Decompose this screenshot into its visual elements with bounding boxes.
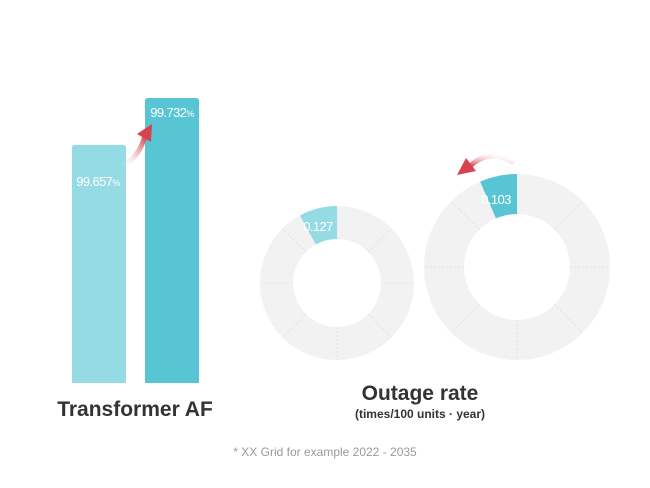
- donut-divider: [554, 304, 584, 334]
- bar-chart-transformer-af: 99.657% 99.732% Transformer AF: [57, 98, 213, 421]
- footnote: * XX Grid for example 2022 - 2035: [233, 445, 417, 459]
- bar-1: [72, 144, 126, 383]
- donut-divider: [367, 228, 392, 253]
- donut-divider: [554, 200, 584, 230]
- bar-2: [145, 98, 199, 383]
- donut-segment-2: [480, 174, 517, 219]
- down-trend-arrow-icon: [457, 153, 515, 175]
- donut-value-label-1: 0.127: [303, 219, 333, 234]
- donut-divider: [450, 304, 480, 334]
- donut-track-1: [260, 206, 414, 360]
- donut-chart-outage-rate: 0.127 0.103 Outage rate (times/100 units…: [260, 153, 610, 421]
- donut-segment-1: [299, 206, 337, 245]
- donut-chart-title: Outage rate: [362, 382, 479, 405]
- donut-divider: [367, 313, 392, 338]
- donut-chart-subtitle: (times/100 units · year): [355, 407, 485, 421]
- donut-value-label-2: 0.103: [481, 192, 511, 207]
- donut-divider: [282, 313, 307, 338]
- donut-divider: [282, 228, 307, 253]
- donut-track-2: [424, 174, 610, 360]
- bar-chart-title: Transformer AF: [57, 398, 213, 421]
- up-trend-arrow-icon: [117, 124, 152, 169]
- bar-value-label-2: 99.732%: [150, 105, 194, 120]
- bar-value-label-1: 99.657%: [76, 174, 120, 189]
- donut-divider: [450, 200, 480, 230]
